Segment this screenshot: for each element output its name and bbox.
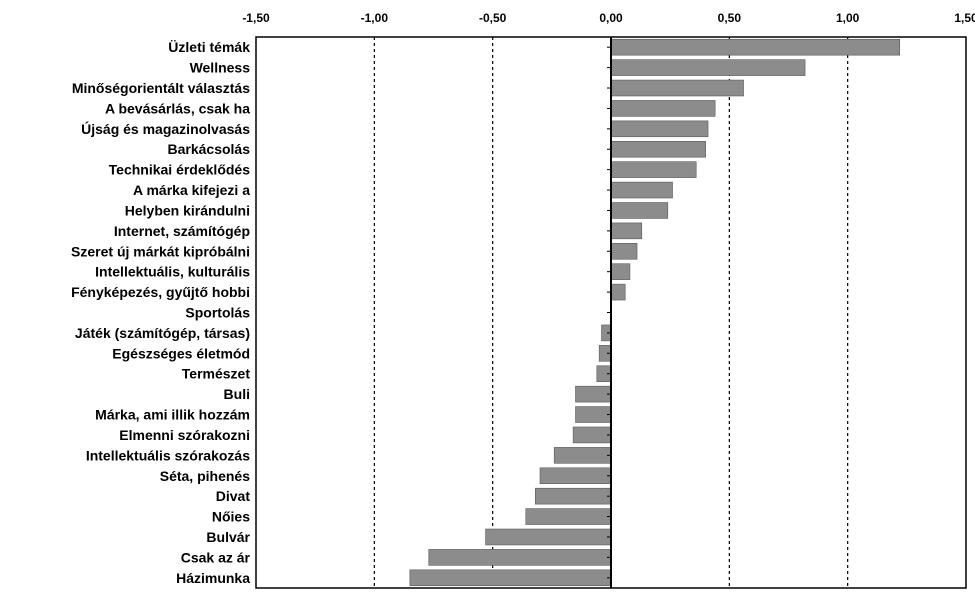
bar	[575, 385, 612, 403]
bar	[610, 79, 744, 97]
grid-lines	[373, 37, 849, 588]
bar	[575, 406, 612, 423]
category-label: Internet, számítógép	[114, 223, 250, 239]
category-label: Bulvár	[206, 529, 250, 545]
category-label: Fényképezés, gyűjtő hobbi	[71, 284, 250, 300]
category-label: Nőies	[212, 509, 250, 525]
category-label: Intellektuális, kulturális	[95, 264, 250, 280]
bar	[409, 569, 612, 587]
category-label: A bevásárlás, csak ha	[105, 100, 250, 116]
bar	[610, 222, 643, 240]
bar	[610, 263, 631, 280]
category-label: Szeret új márkát kipróbálni	[71, 243, 250, 259]
category-label: Wellness	[190, 60, 251, 76]
category-label: Játék (számítógép, társas)	[75, 325, 250, 341]
x-tick-label: 1,00	[836, 11, 860, 25]
bar	[553, 447, 612, 464]
category-label: Buli	[224, 386, 250, 402]
category-label: Barkácsolás	[167, 141, 250, 157]
category-label: Helyben kirándulni	[125, 202, 250, 218]
bar	[610, 59, 806, 76]
bars	[409, 38, 901, 587]
bar	[610, 38, 901, 56]
bar	[610, 181, 673, 199]
category-label: Divat	[216, 488, 251, 504]
x-tick-label: -1,50	[242, 11, 270, 25]
category-label: Intellektuális szórakozás	[86, 447, 250, 463]
bar	[428, 549, 612, 566]
category-label: Újság és magazinolvasás	[81, 120, 250, 137]
bar	[610, 283, 626, 301]
bar	[539, 467, 612, 485]
x-axis-tick-labels: -1,50 -1,00 -0,50 0,00 0,50 1,00 1,50	[242, 11, 975, 25]
x-tick-label: 0,00	[599, 11, 623, 25]
category-label: Elmenni szórakozni	[119, 427, 250, 443]
bar	[610, 100, 716, 117]
category-label: Természet	[182, 366, 251, 382]
bar	[485, 528, 612, 546]
bar	[610, 243, 638, 260]
bar	[610, 120, 709, 138]
bar	[525, 508, 612, 525]
category-label: Házimunka	[176, 570, 250, 586]
x-tick-label: 1,50	[954, 11, 975, 25]
x-tick-label: 0,50	[718, 11, 742, 25]
category-label: Séta, pihenés	[160, 468, 250, 484]
category-labels: Üzleti témák Wellness Minőségorientált vál…	[71, 39, 250, 586]
category-label: Üzleti témák	[168, 39, 250, 55]
category-label: Csak az ár	[181, 549, 251, 565]
category-label: Egészséges életmód	[112, 345, 250, 361]
bar	[610, 140, 706, 158]
category-label: A márka kifejezi a	[133, 182, 250, 198]
category-label: Technikai érdeklődés	[109, 162, 251, 178]
category-label: Márka, ami illik hozzám	[95, 407, 250, 423]
category-label: Sportolás	[185, 305, 250, 321]
x-tick-label: -0,50	[479, 11, 507, 25]
bar	[610, 202, 669, 219]
x-tick-label: -1,00	[361, 11, 389, 25]
category-label: Minőségorientált választás	[72, 80, 250, 96]
bar	[534, 487, 612, 505]
bar	[610, 161, 697, 178]
bar	[572, 426, 612, 444]
